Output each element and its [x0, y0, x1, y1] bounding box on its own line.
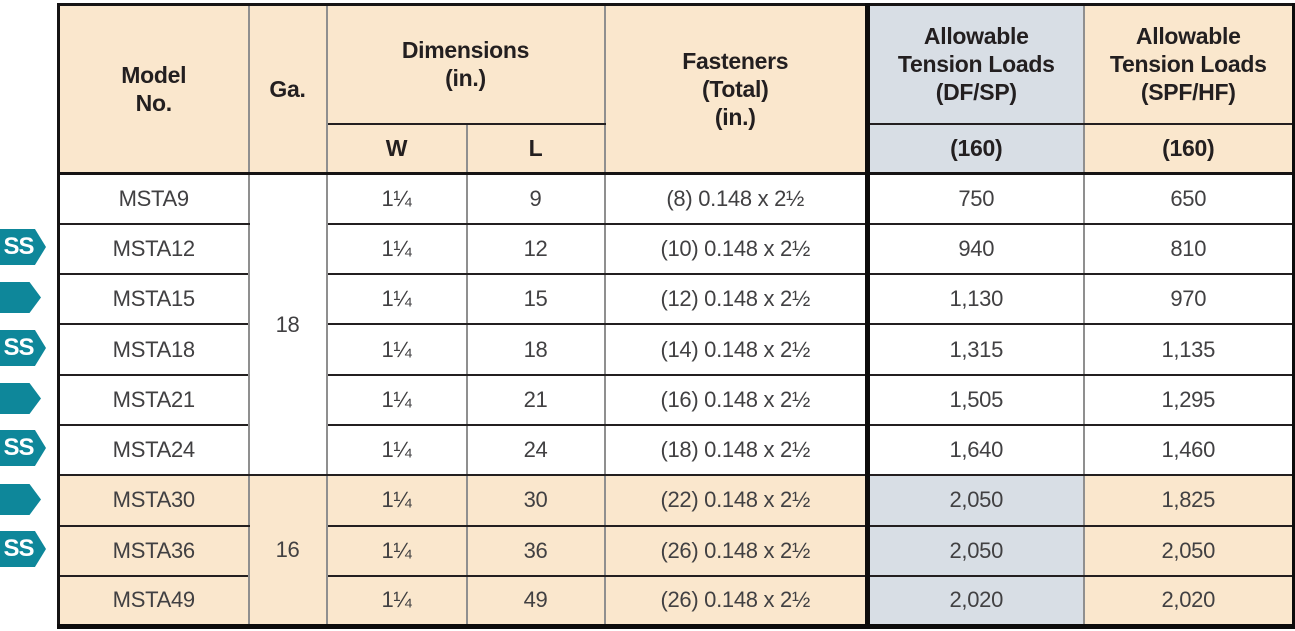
col-header-dfsp: Allowable Tension Loads (DF/SP): [865, 4, 1085, 125]
l-cell: 9: [465, 172, 606, 225]
ss-badge: SS: [0, 229, 46, 265]
l-cell: 21: [465, 373, 606, 426]
model-cell: MSTA21: [57, 373, 250, 426]
table-row: MSTA30 16 1¼ 30 (22) 0.148 x 2½ 2,050 1,…: [57, 474, 1295, 628]
table-row: MSTA21 1¼ 21 (16) 0.148 x 2½ 1,505 1,295: [57, 373, 1295, 426]
spfhf-load-cell: 1,460: [1082, 423, 1295, 477]
w-cell: 1¼: [325, 273, 468, 326]
dfsp-load-cell: 1,640: [865, 423, 1085, 477]
col-header-w: W: [325, 123, 468, 175]
spfhf-load-cell: 1,295: [1082, 373, 1295, 426]
arrow-badge: [0, 282, 41, 313]
w-cell: 1¼: [325, 373, 468, 426]
dfsp-load-cell: 750: [865, 172, 1085, 225]
dfsp-load-cell: 2,020: [865, 574, 1085, 628]
l-cell: 36: [465, 524, 606, 577]
fasteners-cell: (16) 0.148 x 2½: [603, 373, 869, 426]
marker-gutter: SS SS SS SS: [0, 0, 57, 631]
dfsp-load-cell: 940: [865, 222, 1085, 276]
table-row: MSTA24 1¼ 24 (18) 0.148 x 2½ 1,640 1,460: [57, 423, 1295, 477]
model-cell: MSTA9: [57, 172, 250, 225]
col-header-spfhf: Allowable Tension Loads (SPF/HF): [1082, 4, 1295, 125]
model-cell: MSTA24: [57, 423, 250, 477]
dfsp-load-cell: 1,315: [865, 323, 1085, 376]
model-cell: MSTA18: [57, 323, 250, 376]
w-cell: 1¼: [325, 222, 468, 276]
col-header-l: L: [465, 123, 606, 175]
fasteners-cell: (26) 0.148 x 2½: [603, 574, 869, 628]
l-cell: 24: [465, 423, 606, 477]
col-header-dfsp-load-rating: (160): [865, 123, 1085, 175]
table-row: MSTA49 1¼ 49 (26) 0.148 x 2½ 2,020 2,020: [57, 574, 1295, 628]
model-cell: MSTA15: [57, 273, 250, 326]
ss-badge-label: SS: [3, 233, 34, 260]
l-cell: 15: [465, 273, 606, 326]
ss-badge: SS: [0, 330, 46, 366]
fasteners-cell: (8) 0.148 x 2½: [603, 172, 869, 225]
dfsp-load-cell: 1,505: [865, 373, 1085, 426]
table-row: MSTA18 1¼ 18 (14) 0.148 x 2½ 1,315 1,135: [57, 323, 1295, 376]
spfhf-load-cell: 970: [1082, 273, 1295, 326]
model-cell: MSTA36: [57, 524, 250, 577]
table-row: MSTA12 1¼ 12 (10) 0.148 x 2½ 940 810: [57, 222, 1295, 276]
fasteners-cell: (10) 0.148 x 2½: [603, 222, 869, 276]
ga-cell: 18: [247, 172, 328, 477]
l-cell: 18: [465, 323, 606, 376]
w-cell: 1¼: [325, 474, 468, 527]
arrow-badge: [0, 383, 41, 414]
table-row: MSTA36 1¼ 36 (26) 0.148 x 2½ 2,050 2,050: [57, 524, 1295, 577]
ss-badge-label: SS: [3, 334, 34, 361]
dfsp-load-cell: 2,050: [865, 524, 1085, 577]
ss-badge: SS: [0, 430, 46, 466]
table-row: MSTA15 1¼ 15 (12) 0.148 x 2½ 1,130 970: [57, 273, 1295, 326]
fasteners-cell: (26) 0.148 x 2½: [603, 524, 869, 577]
l-cell: 30: [465, 474, 606, 527]
col-header-spfhf-load-rating: (160): [1082, 123, 1295, 175]
col-header-ga: Ga.: [247, 4, 328, 175]
dfsp-load-cell: 2,050: [865, 474, 1085, 527]
fasteners-cell: (14) 0.148 x 2½: [603, 323, 869, 376]
spfhf-load-cell: 1,825: [1082, 474, 1295, 527]
w-cell: 1¼: [325, 524, 468, 577]
spfhf-load-cell: 810: [1082, 222, 1295, 276]
spfhf-load-cell: 2,020: [1082, 574, 1295, 628]
fasteners-cell: (22) 0.148 x 2½: [603, 474, 869, 527]
ss-badge-label: SS: [3, 434, 34, 461]
spfhf-load-cell: 650: [1082, 172, 1295, 225]
w-cell: 1¼: [325, 423, 468, 477]
w-cell: 1¼: [325, 323, 468, 376]
model-cell: MSTA30: [57, 474, 250, 527]
ss-badge: SS: [0, 531, 46, 567]
col-header-dimensions: Dimensions (in.): [325, 4, 606, 125]
l-cell: 49: [465, 574, 606, 628]
w-cell: 1¼: [325, 574, 468, 628]
ss-badge-label: SS: [3, 535, 34, 562]
col-header-model: Model No.: [57, 4, 250, 175]
table-row: MSTA9 18 1¼ 9 (8) 0.148 x 2½ 750 650: [57, 172, 1295, 477]
l-cell: 12: [465, 222, 606, 276]
tension-loads-table: Model No. Ga. Dimensions (in.) Fasteners…: [57, 3, 1295, 629]
arrow-badge: [0, 484, 41, 515]
col-header-fasteners: Fasteners (Total) (in.): [603, 4, 869, 175]
model-cell: MSTA49: [57, 574, 250, 628]
dfsp-load-cell: 1,130: [865, 273, 1085, 326]
spfhf-load-cell: 2,050: [1082, 524, 1295, 577]
model-cell: MSTA12: [57, 222, 250, 276]
spfhf-load-cell: 1,135: [1082, 323, 1295, 376]
fasteners-cell: (12) 0.148 x 2½: [603, 273, 869, 326]
fasteners-cell: (18) 0.148 x 2½: [603, 423, 869, 477]
ga-cell: 16: [247, 474, 328, 628]
w-cell: 1¼: [325, 172, 468, 225]
